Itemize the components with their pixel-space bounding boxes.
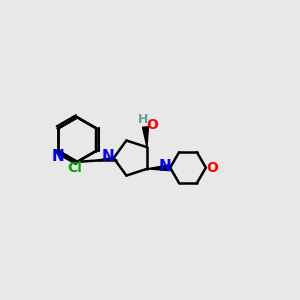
Text: N: N bbox=[52, 148, 64, 164]
Polygon shape bbox=[142, 127, 148, 147]
Text: N: N bbox=[158, 159, 171, 174]
Text: H: H bbox=[138, 113, 148, 126]
Text: N: N bbox=[101, 149, 114, 164]
Polygon shape bbox=[147, 165, 170, 171]
Text: O: O bbox=[146, 118, 158, 132]
Text: O: O bbox=[206, 161, 218, 175]
Text: Cl: Cl bbox=[68, 161, 82, 176]
